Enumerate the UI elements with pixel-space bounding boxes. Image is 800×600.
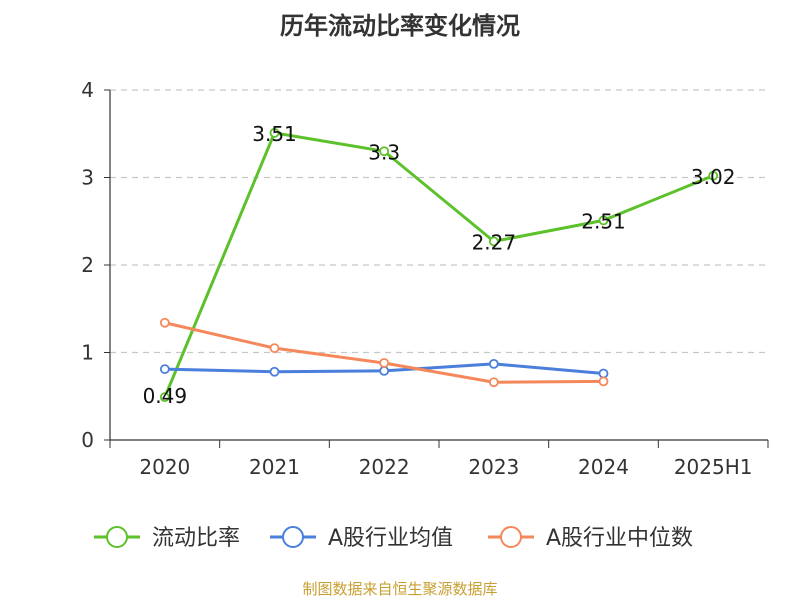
legend-label: A股行业均值	[328, 526, 453, 551]
data-label: 2.27	[472, 230, 517, 254]
data-point[interactable]	[488, 377, 499, 388]
legend-swatch-marker	[106, 526, 128, 548]
data-source-note: 制图数据来自恒生聚源数据库	[302, 580, 498, 598]
data-point[interactable]	[598, 368, 609, 379]
series-layer	[159, 127, 719, 403]
x-tick-label: 2023	[468, 455, 519, 479]
legend[interactable]: 流动比率 A股行业均值 A股行业中位数	[94, 526, 693, 551]
label-layer: 0.49 3.51 3.3 2.27 2.51 3.02	[143, 122, 736, 408]
data-point[interactable]	[379, 358, 390, 368]
legend-swatch-marker	[282, 526, 304, 548]
chart-title: 历年流动比率变化情况	[280, 12, 520, 40]
data-point[interactable]	[269, 343, 280, 354]
legend-swatch-marker	[500, 526, 522, 548]
data-point[interactable]	[159, 392, 170, 403]
data-point[interactable]	[379, 365, 390, 376]
data-point[interactable]	[598, 215, 609, 226]
data-label: 2.51	[581, 209, 626, 233]
data-point[interactable]	[379, 146, 390, 157]
data-point[interactable]	[269, 366, 280, 377]
data-point[interactable]	[269, 127, 280, 138]
data-point[interactable]	[488, 236, 499, 247]
data-point[interactable]	[708, 170, 719, 181]
axis-layer: 0 1 2 3 4 2020 2021 2022 2023 2024 2025H1	[81, 78, 769, 479]
legend-item-2[interactable]: A股行业中位数	[488, 526, 693, 551]
data-label: 3.3	[368, 140, 400, 164]
series-line-0	[163, 131, 714, 398]
x-tick-label: 2022	[359, 455, 410, 479]
data-label: 3.51	[252, 122, 297, 146]
data-label: 3.02	[691, 165, 736, 189]
y-tick-label: 2	[81, 253, 94, 277]
data-label: 0.49	[143, 384, 188, 408]
legend-item-1[interactable]: A股行业均值	[270, 526, 453, 551]
y-tick-label: 3	[81, 166, 94, 190]
legend-label: A股行业中位数	[546, 526, 693, 551]
x-tick-label: 2025H1	[674, 455, 753, 479]
y-tick-label: 1	[81, 341, 94, 365]
y-tick-label: 0	[81, 428, 94, 452]
x-tick-label: 2024	[578, 455, 629, 479]
data-point[interactable]	[159, 317, 170, 328]
legend-item-0[interactable]: 流动比率	[94, 526, 240, 551]
x-tick-label: 2020	[139, 455, 190, 479]
data-point[interactable]	[598, 376, 609, 387]
y-tick-label: 4	[81, 78, 94, 102]
grid-layer	[110, 89, 768, 354]
data-point[interactable]	[488, 358, 499, 369]
legend-label: 流动比率	[152, 526, 240, 551]
data-point[interactable]	[159, 364, 170, 375]
x-tick-label: 2021	[249, 455, 300, 479]
